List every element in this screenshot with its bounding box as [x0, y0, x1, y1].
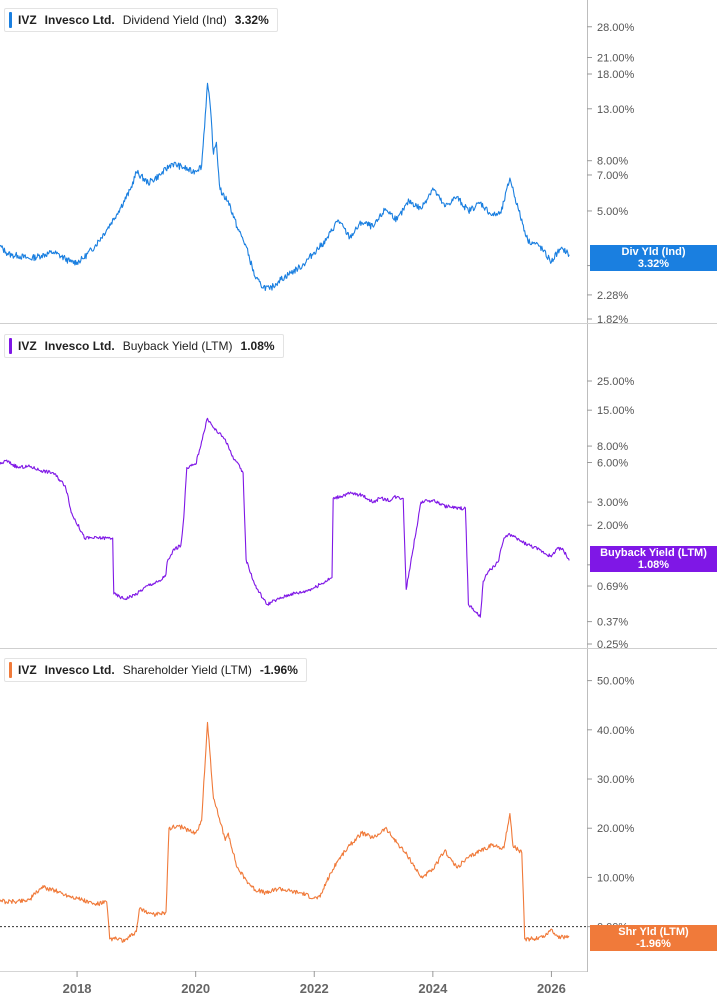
- legend-metric: Buyback Yield (LTM): [122, 339, 233, 353]
- y-tick-label: 8.00%: [597, 156, 628, 168]
- y-tick-label: 13.00%: [597, 104, 635, 116]
- y-tick-label: 6.00%: [597, 458, 628, 470]
- x-tick-label: 2026: [537, 981, 566, 996]
- legend-value: 3.32%: [234, 13, 269, 27]
- y-tick-label: 0.25%: [597, 639, 628, 651]
- legend-value: 1.08%: [240, 339, 275, 353]
- y-tick-label: 20.00%: [597, 823, 635, 835]
- legend-buyback-yield: IVZ Invesco Ltd. Buyback Yield (LTM) 1.0…: [4, 334, 284, 358]
- legend-metric: Shareholder Yield (LTM): [122, 663, 252, 677]
- legend-metric: Dividend Yield (Ind): [122, 13, 227, 27]
- value-tag-dividend-yield: Div Yld (Ind) 3.32%: [590, 245, 717, 271]
- y-tick-label: 0.37%: [597, 617, 628, 629]
- y-tick-label: 18.00%: [597, 69, 635, 81]
- y-tick-label: 10.00%: [597, 872, 635, 884]
- y-tick-label: 28.00%: [597, 22, 635, 34]
- legend-value: -1.96%: [259, 663, 298, 677]
- y-tick-label: 30.00%: [597, 774, 635, 786]
- legend-shareholder-yield: IVZ Invesco Ltd. Shareholder Yield (LTM)…: [4, 658, 307, 682]
- y-tick-label: 40.00%: [597, 725, 635, 737]
- value-tag-buyback-yield: Buyback Yield (LTM) 1.08%: [590, 546, 717, 572]
- value-tag-value: -1.96%: [636, 938, 671, 950]
- x-tick-label: 2020: [181, 981, 210, 996]
- legend-company: Invesco Ltd.: [44, 663, 115, 677]
- y-tick-label: 1.82%: [597, 314, 628, 326]
- series-line: [0, 417, 570, 618]
- x-tick-label: 2018: [63, 981, 92, 996]
- legend-ticker: IVZ: [18, 13, 37, 27]
- legend-swatch: [9, 662, 12, 678]
- series-line: [0, 82, 570, 292]
- x-tick-label: 2022: [300, 981, 329, 996]
- legend-dividend-yield: IVZ Invesco Ltd. Dividend Yield (Ind) 3.…: [4, 8, 278, 32]
- legend-company: Invesco Ltd.: [44, 339, 115, 353]
- legend-swatch: [9, 12, 12, 28]
- value-tag-value: 1.08%: [637, 559, 670, 571]
- value-tag-value: 3.32%: [637, 258, 670, 270]
- y-tick-label: 15.00%: [597, 405, 635, 417]
- y-tick-label: 50.00%: [597, 676, 635, 688]
- value-tag-label: Div Yld (Ind): [621, 246, 686, 258]
- y-tick-label: 25.00%: [597, 376, 635, 388]
- y-tick-label: 3.00%: [597, 497, 628, 509]
- y-tick-label: 2.28%: [597, 290, 628, 302]
- x-tick-label: 2024: [418, 981, 448, 996]
- legend-swatch: [9, 338, 12, 354]
- value-tag-shareholder-yield: Shr Yld (LTM) -1.96%: [590, 925, 717, 951]
- y-tick-label: 8.00%: [597, 441, 628, 453]
- legend-ticker: IVZ: [18, 339, 37, 353]
- y-tick-label: 5.00%: [597, 206, 628, 218]
- legend-ticker: IVZ: [18, 663, 37, 677]
- y-tick-label: 7.00%: [597, 170, 628, 182]
- value-tag-label: Buyback Yield (LTM): [600, 547, 707, 559]
- y-tick-label: 2.00%: [597, 520, 628, 532]
- y-tick-label: 21.00%: [597, 53, 635, 65]
- value-tag-label: Shr Yld (LTM): [618, 926, 689, 938]
- y-tick-label: 0.69%: [597, 581, 628, 593]
- legend-company: Invesco Ltd.: [44, 13, 115, 27]
- series-line: [0, 721, 570, 943]
